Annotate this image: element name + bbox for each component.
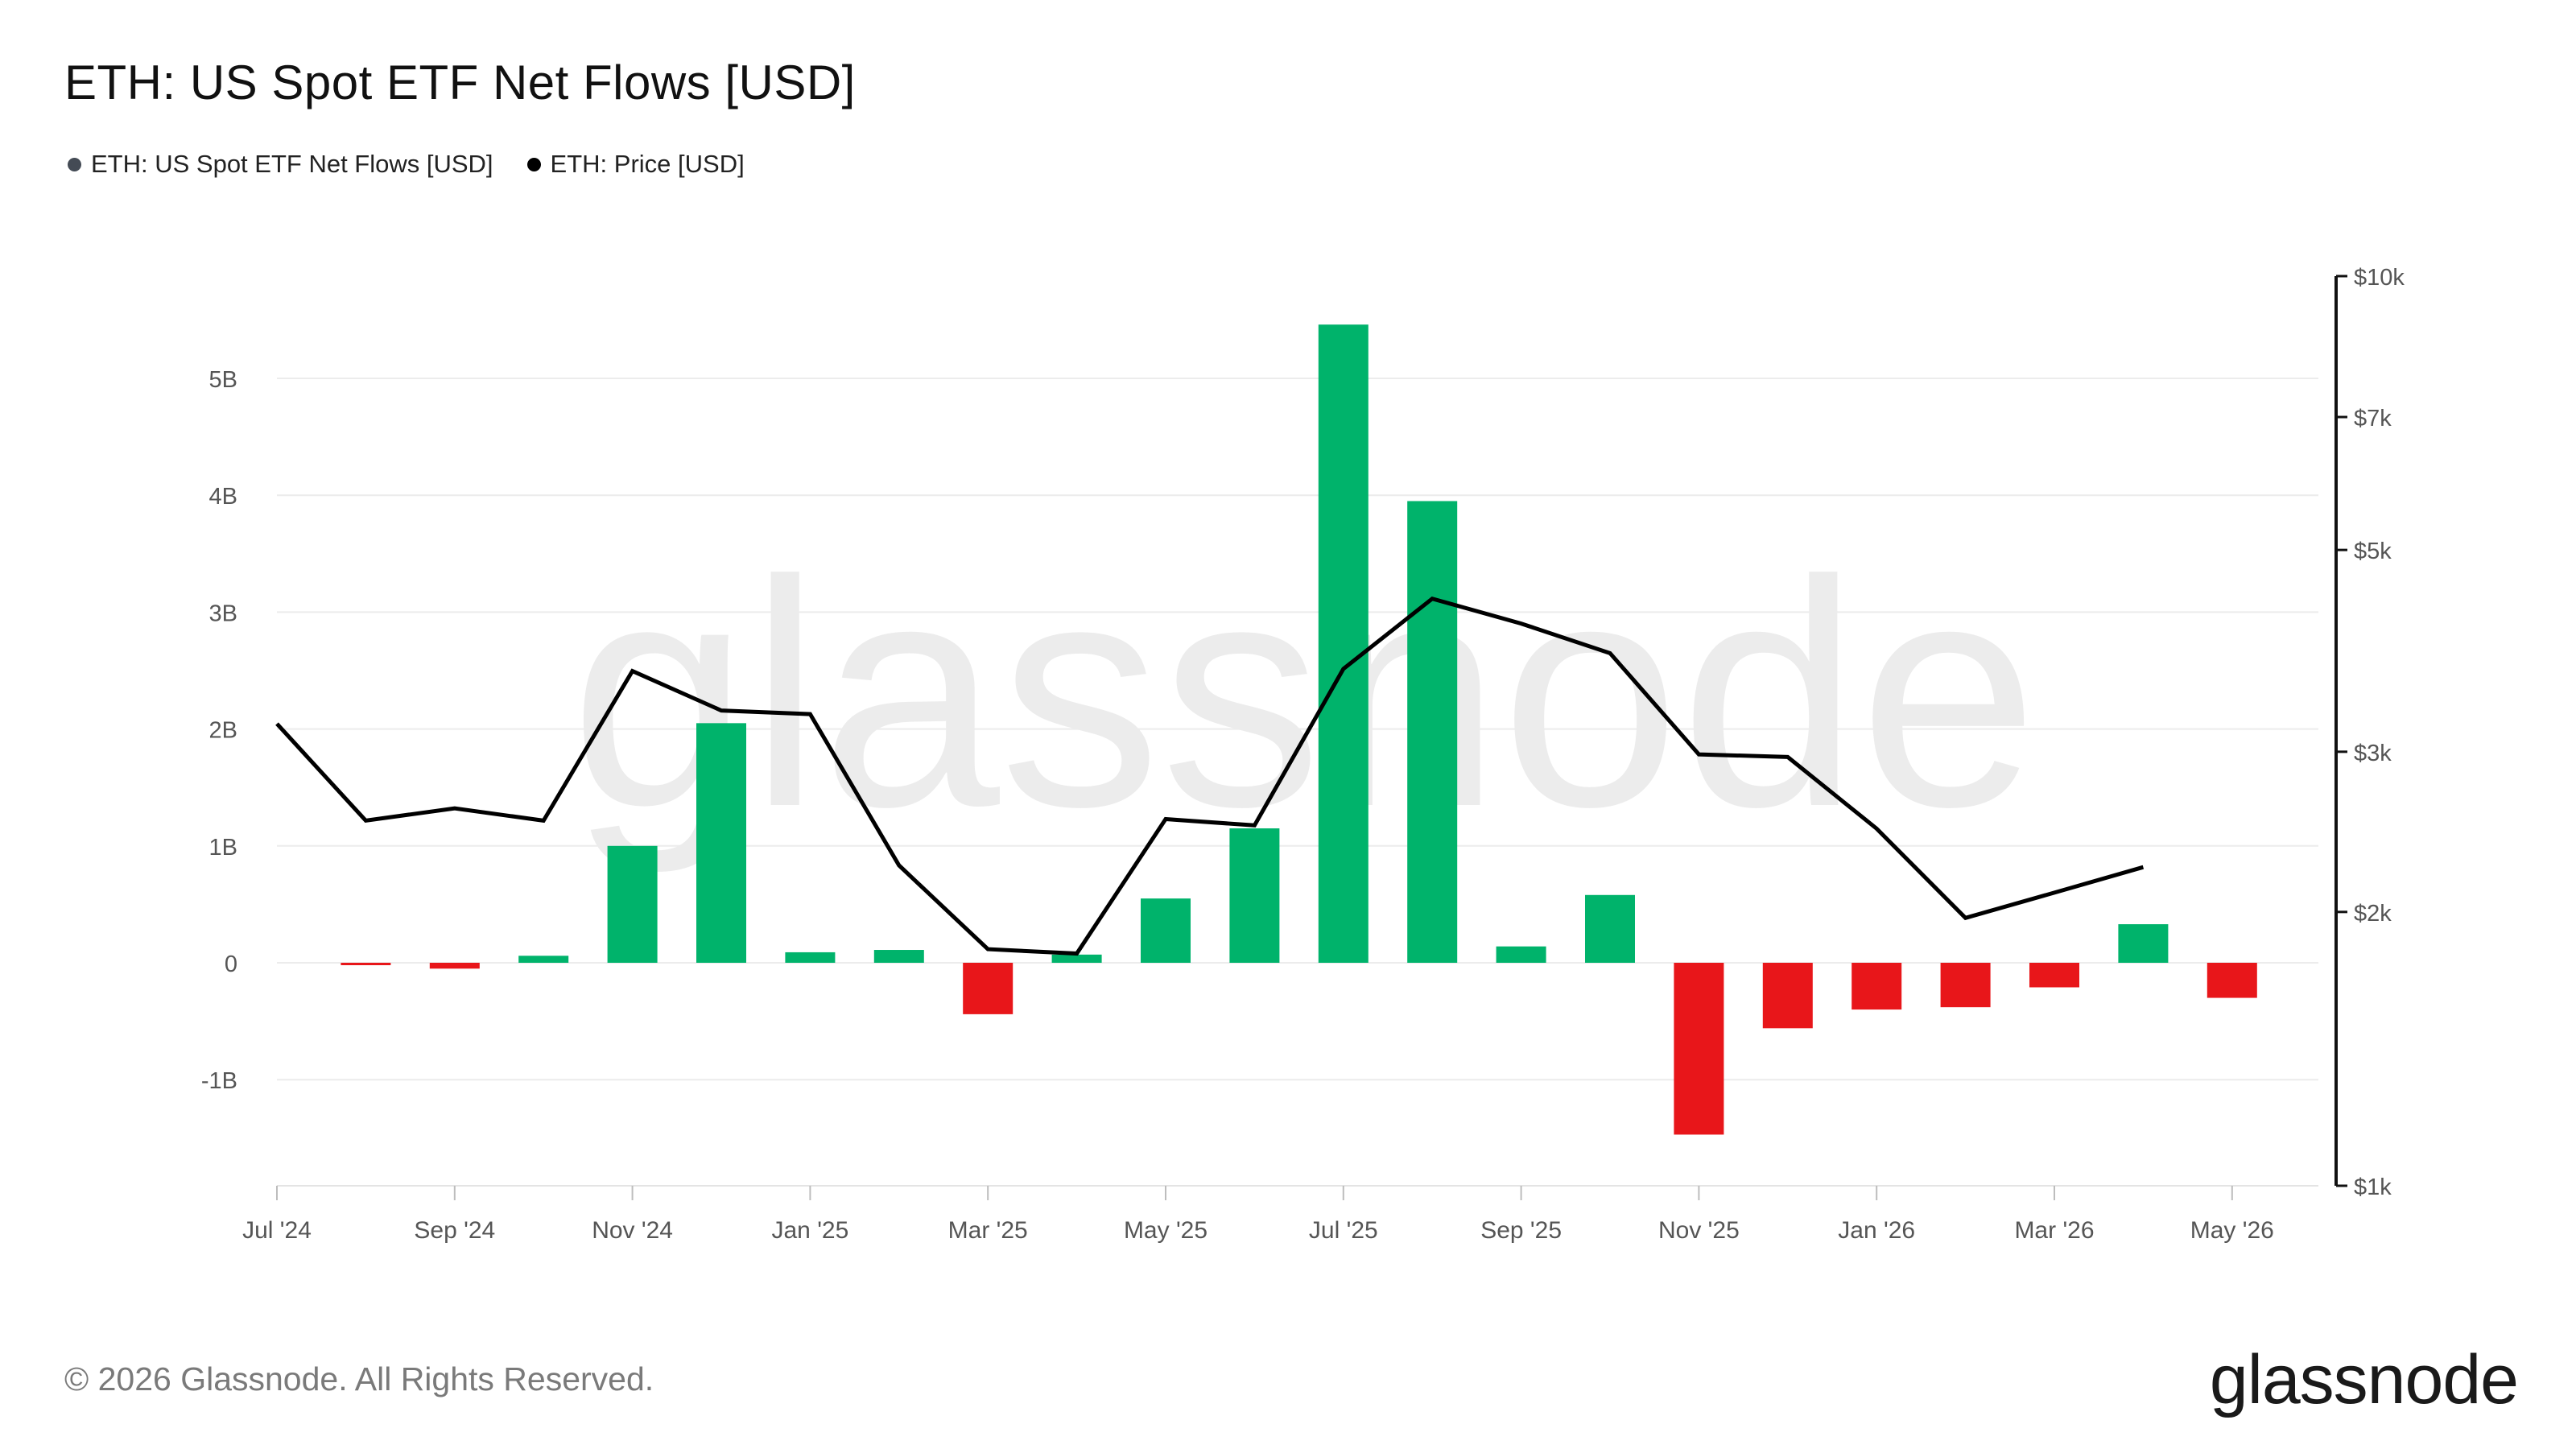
x-axis-tick-label: Jul '25 [1309, 1217, 1378, 1244]
flow-bar[interactable] [429, 963, 480, 969]
x-axis-tick-label: Mar '25 [948, 1217, 1028, 1244]
legend-item-net-flows[interactable]: ETH: US Spot ETF Net Flows [USD] [68, 150, 493, 179]
flow-bar[interactable] [607, 845, 658, 963]
right-axis-tick-label: $5k [2354, 539, 2392, 564]
flow-bar[interactable] [1496, 946, 1546, 963]
glassnode-logo[interactable]: glassnode [2209, 1341, 2519, 1418]
flow-bar[interactable] [696, 723, 746, 963]
flow-bar[interactable] [1940, 963, 1991, 1008]
price-line[interactable] [275, 596, 2145, 956]
right-axis-tick-label: $7k [2354, 406, 2392, 431]
copyright-notice: © 2026 Glassnode. All Rights Reserved. [64, 1360, 654, 1397]
right-axis-tick-label: $3k [2354, 741, 2392, 766]
x-axis-tick-label: May '26 [2190, 1217, 2274, 1244]
left-axis-tick-label: 4B [209, 484, 237, 510]
x-axis-tick-label: May '25 [1124, 1217, 1208, 1244]
flow-bar[interactable] [1407, 501, 1458, 963]
flow-bar[interactable] [341, 963, 391, 965]
left-axis-tick-label: 3B [209, 601, 237, 626]
left-axis-tick-label: 1B [209, 835, 237, 861]
flow-bar[interactable] [2029, 963, 2079, 988]
x-axis-tick-label: Jan '25 [771, 1217, 848, 1244]
left-axis-tick-label: 0 [225, 952, 237, 977]
flow-bar[interactable] [1762, 963, 1813, 1029]
left-axis-tick-label: -1B [201, 1068, 237, 1094]
flow-bar[interactable] [2207, 963, 2257, 998]
flow-bar[interactable] [873, 950, 924, 963]
x-axis-tick-label: Sep '24 [414, 1217, 495, 1244]
flow-bar[interactable] [785, 952, 836, 963]
flow-bars [341, 324, 2257, 1135]
left-axis-tick-label: 2B [209, 718, 237, 744]
right-axis-tick-label: $2k [2354, 901, 2392, 927]
right-axis-tick-label: $10k [2354, 265, 2405, 291]
left-axis-tick-label: 5B [209, 367, 237, 393]
flow-bar[interactable] [1229, 828, 1280, 963]
flow-bar[interactable] [963, 963, 1013, 1014]
x-axis-tick-label: Nov '24 [592, 1217, 673, 1244]
chart-legend: ETH: US Spot ETF Net Flows [USD] ETH: Pr… [68, 150, 778, 179]
chart-watermark: glassnode [570, 514, 2038, 876]
flow-bar[interactable] [518, 956, 569, 963]
axes: -1B 0 1B 2B 3B 4B 5B Jul '24 Sep '24 Nov '24 Jan '… [201, 265, 2405, 1244]
right-axis-tick-label: $1k [2354, 1174, 2392, 1200]
flow-bar[interactable] [1318, 324, 1368, 963]
x-axis-tick-label: Sep '25 [1480, 1217, 1562, 1244]
legend-label-price: ETH: Price [USD] [550, 150, 745, 178]
legend-dot-net-flows [68, 157, 81, 171]
x-axis-tick-label: Nov '25 [1658, 1217, 1740, 1244]
x-axis-tick-label: Mar '26 [2014, 1217, 2094, 1244]
x-axis-tick-label: Jan '26 [1838, 1217, 1915, 1244]
legend-label-net-flows: ETH: US Spot ETF Net Flows [USD] [91, 150, 493, 178]
flow-bar[interactable] [1852, 963, 1902, 1010]
flow-bar[interactable] [1674, 963, 1724, 1135]
legend-dot-price [526, 157, 541, 171]
x-axis-tick-label: Jul '24 [242, 1217, 312, 1244]
price-line-group [275, 596, 2145, 956]
flow-bar[interactable] [1051, 954, 1102, 963]
flow-bar[interactable] [1585, 894, 1635, 963]
flow-bar[interactable] [1141, 898, 1191, 963]
chart-title: ETH: US Spot ETF Net Flows [USD] [64, 56, 856, 109]
flow-bar[interactable] [2118, 924, 2169, 963]
legend-item-price[interactable]: ETH: Price [USD] [526, 150, 745, 179]
grid-lines [277, 378, 2318, 1081]
